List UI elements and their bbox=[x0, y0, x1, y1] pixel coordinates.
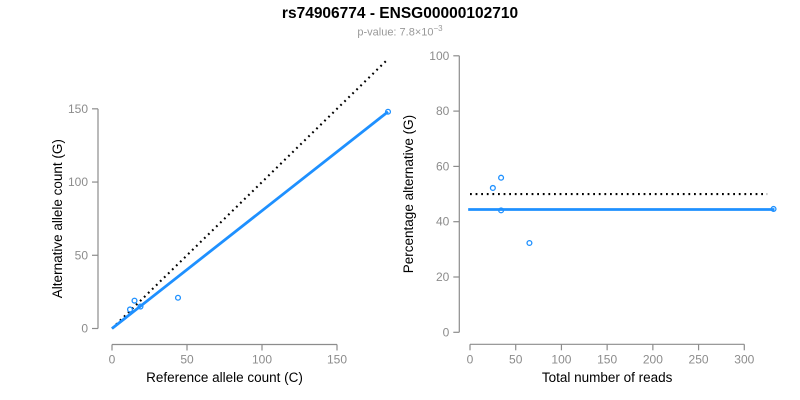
y-axis-label: Alternative allele count (G) bbox=[50, 139, 65, 298]
plot-title: rs74906774 - ENSG00000102710 bbox=[281, 5, 519, 22]
data-point bbox=[137, 303, 144, 310]
y-tick-label: 20 bbox=[436, 270, 450, 284]
x-tick-label: 150 bbox=[327, 353, 347, 367]
x-tick-label: 300 bbox=[734, 352, 754, 366]
y-tick-label: 100 bbox=[429, 49, 449, 63]
allele-counts-chart: 0 50 100 150 0 50 100 150 Reference allele count… bbox=[50, 59, 392, 385]
y-tick-label: 60 bbox=[436, 159, 450, 173]
data-point bbox=[489, 184, 496, 192]
x-tick-label: 50 bbox=[180, 353, 194, 367]
fit-line bbox=[111, 110, 389, 330]
plot-subtitle: p-value: 7.8×10−3 bbox=[0, 24, 800, 39]
x-tick-label: 100 bbox=[252, 353, 272, 367]
x-tick-label: 250 bbox=[689, 352, 709, 366]
y-tick-label: 0 bbox=[81, 322, 88, 336]
x-axis-label: Reference allele count (C) bbox=[146, 370, 303, 385]
percentage-alternative-chart: 0 20 40 60 80 100 0 50 100 150 200 250 300 Total numb… bbox=[401, 49, 777, 385]
identity-line bbox=[111, 59, 388, 330]
y-tick-label: 0 bbox=[443, 325, 450, 339]
x-tick-label: 200 bbox=[643, 352, 663, 366]
subtitle-exponent: −3 bbox=[433, 24, 443, 33]
data-point bbox=[384, 108, 392, 115]
x-tick-label: 150 bbox=[597, 352, 617, 366]
x-axis-label: Total number of reads bbox=[542, 370, 673, 385]
x-tick-label: 100 bbox=[551, 352, 571, 366]
y-tick-label: 150 bbox=[68, 102, 88, 116]
y-tick-label: 80 bbox=[436, 104, 450, 118]
y-tick-label: 40 bbox=[436, 215, 450, 229]
y-tick-label: 100 bbox=[68, 175, 88, 189]
data-point bbox=[526, 239, 533, 247]
y-axis-label: Percentage alternative (G) bbox=[401, 115, 416, 273]
y-tick-label: 50 bbox=[75, 248, 89, 262]
data-point bbox=[498, 207, 505, 214]
x-tick-label: 0 bbox=[109, 353, 116, 367]
x-tick-label: 50 bbox=[509, 352, 523, 366]
data-point bbox=[131, 297, 138, 304]
subtitle-prefix: p-value: 7.8×10 bbox=[357, 26, 434, 39]
x-tick-label: 0 bbox=[467, 352, 474, 366]
data-point bbox=[770, 205, 777, 213]
data-point bbox=[174, 294, 182, 301]
data-point bbox=[126, 306, 134, 313]
data-point bbox=[498, 174, 505, 181]
